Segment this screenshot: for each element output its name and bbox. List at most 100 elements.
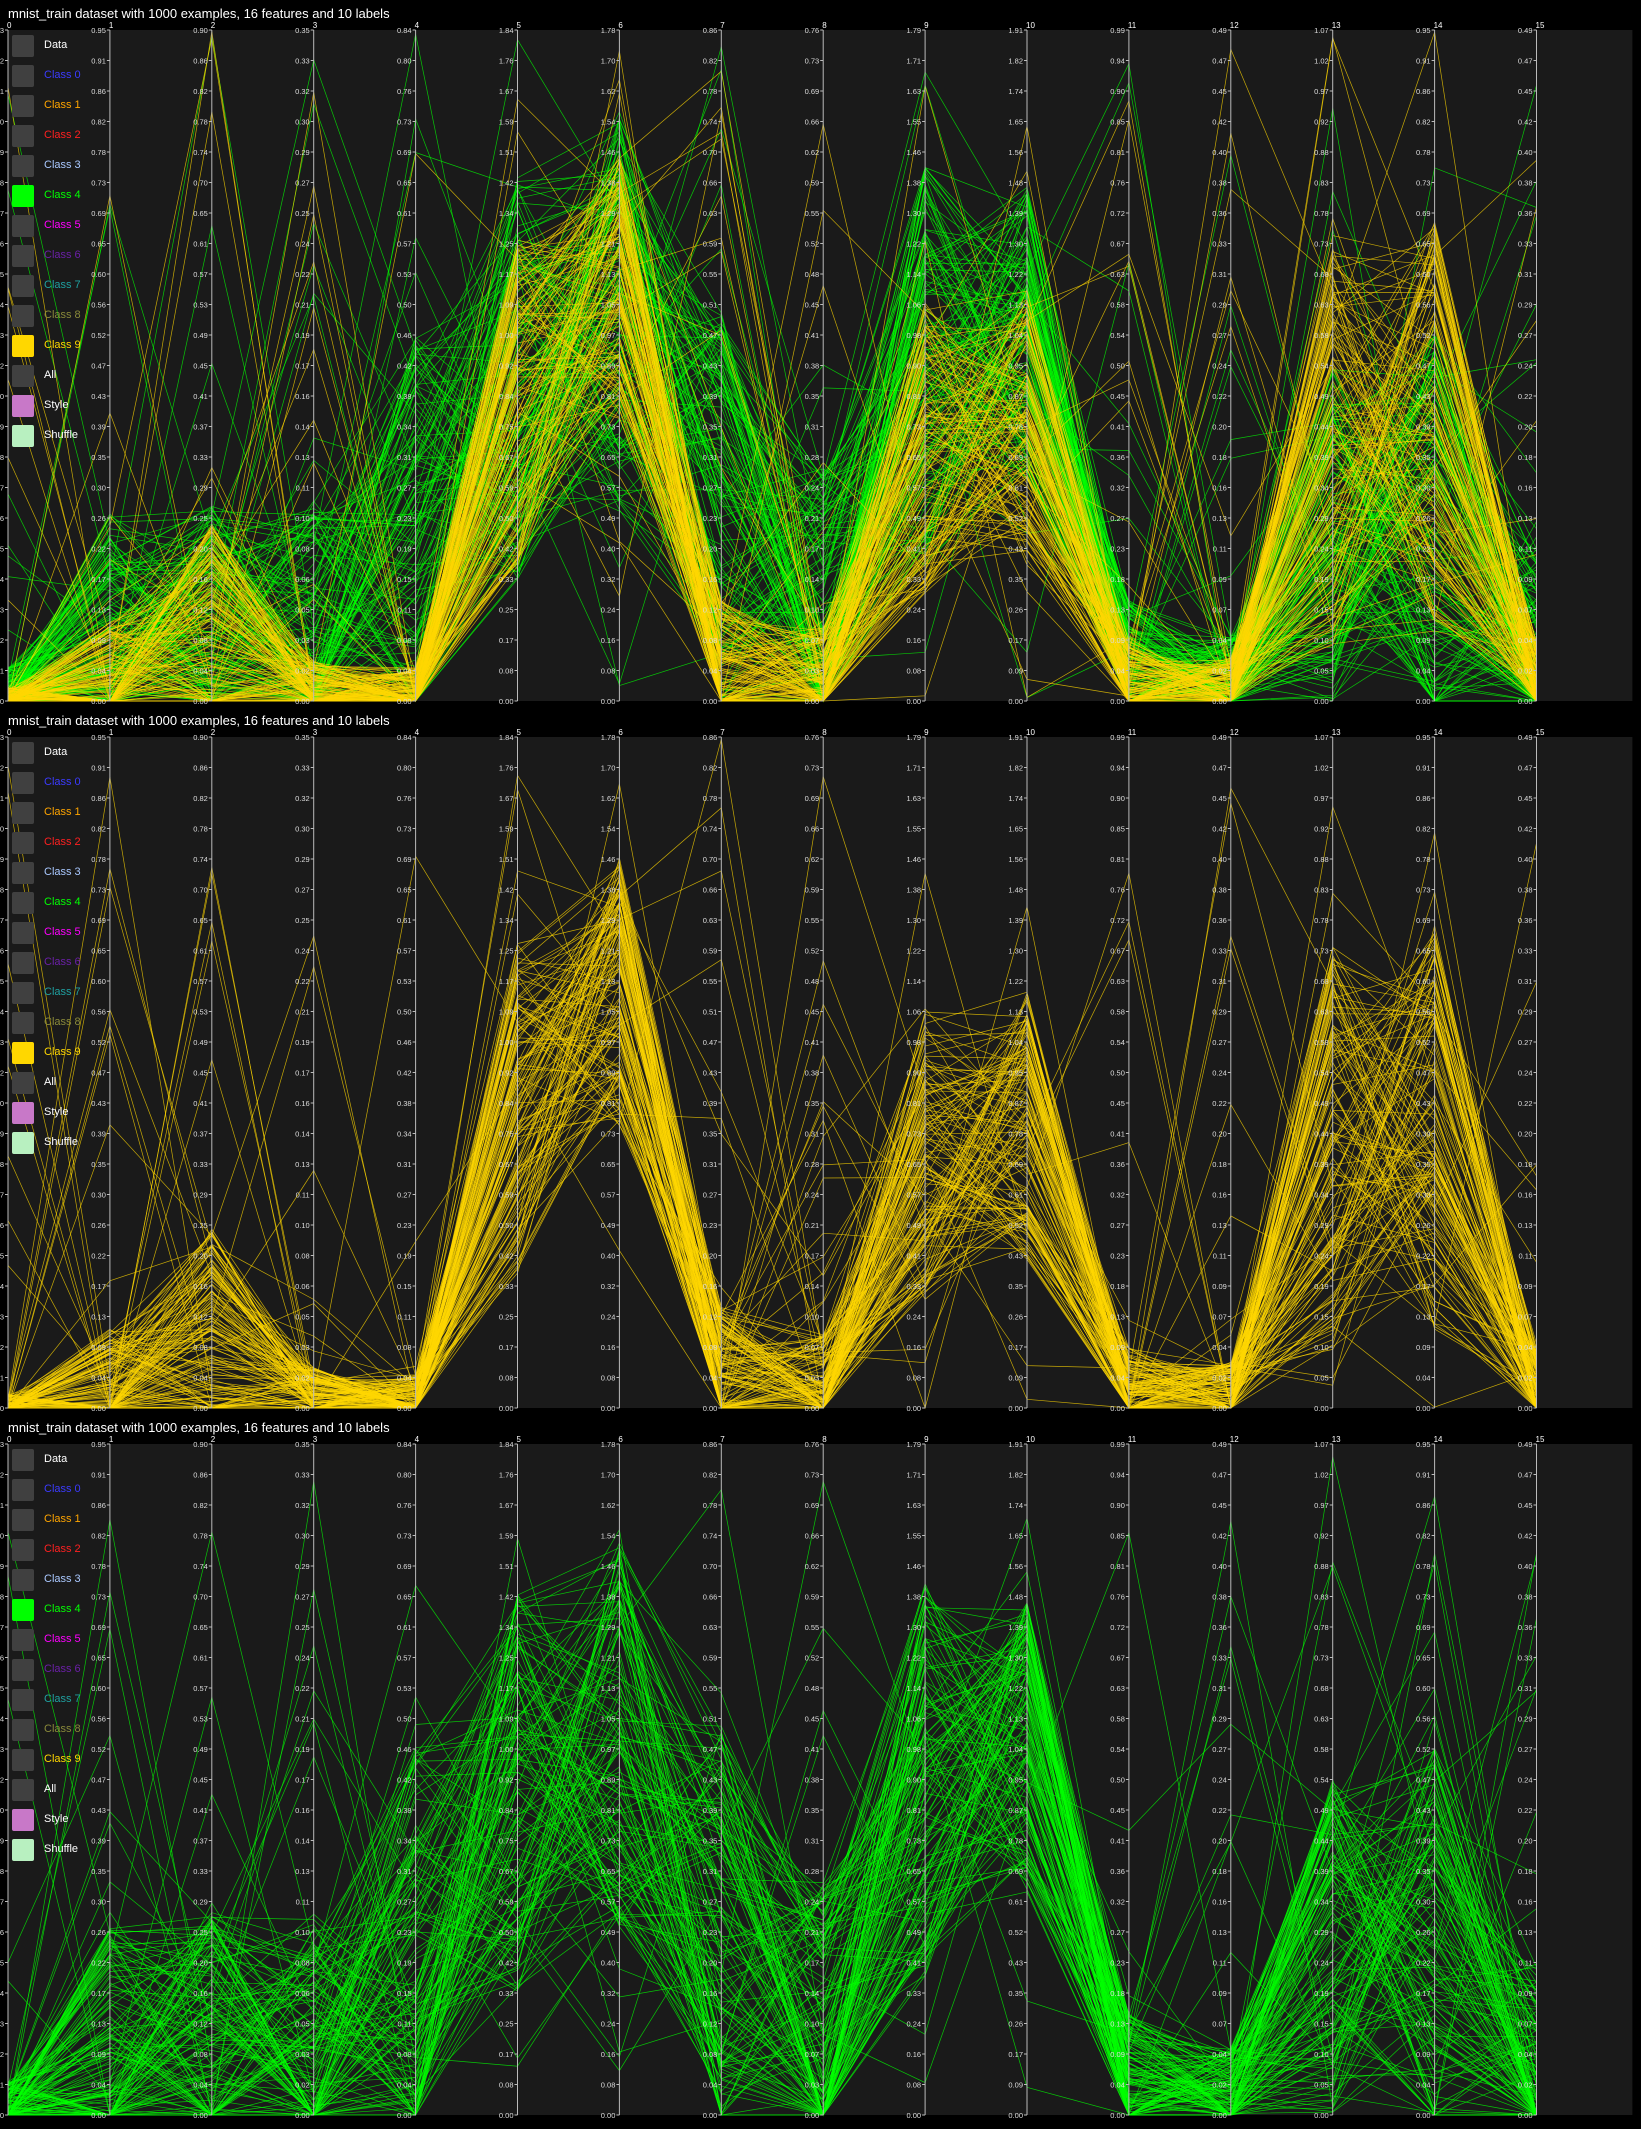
legend-swatch[interactable]: [12, 742, 34, 764]
legend-item-c0[interactable]: Class 0: [12, 62, 127, 92]
tick-label: 0.04: [91, 2081, 106, 2090]
legend-swatch[interactable]: [12, 305, 34, 327]
legend-item-c2[interactable]: Class 2: [12, 829, 127, 859]
legend-swatch[interactable]: [12, 335, 34, 357]
tick-label: 0.04: [397, 1374, 412, 1383]
legend-swatch[interactable]: [12, 1659, 34, 1681]
legend-swatch[interactable]: [12, 1132, 34, 1154]
legend-item-c4[interactable]: Class 4: [12, 182, 127, 212]
tick-label: 0.16: [1212, 484, 1227, 493]
legend-swatch[interactable]: [12, 185, 34, 207]
legend-swatch[interactable]: [12, 1839, 34, 1861]
legend-swatch[interactable]: [12, 802, 34, 824]
legend-item-c8[interactable]: Class 8: [12, 1716, 127, 1746]
legend-swatch[interactable]: [12, 1809, 34, 1831]
legend-item-c7[interactable]: Class 7: [12, 272, 127, 302]
legend-item-shuffle[interactable]: Shuffle: [12, 1129, 127, 1159]
legend-item-c9[interactable]: Class 9: [12, 1039, 127, 1069]
legend-item-all[interactable]: All: [12, 1069, 127, 1099]
legend-swatch[interactable]: [12, 1689, 34, 1711]
legend-swatch[interactable]: [12, 862, 34, 884]
legend-item-c7[interactable]: Class 7: [12, 1686, 127, 1716]
tick-label: 0.35: [1008, 1282, 1023, 1291]
legend-item-c5[interactable]: Class 5: [12, 1626, 127, 1656]
tick-label: 0.65: [1416, 1654, 1431, 1663]
legend-item-data[interactable]: Data: [12, 739, 127, 769]
legend-swatch[interactable]: [12, 772, 34, 794]
legend-swatch[interactable]: [12, 1042, 34, 1064]
legend-item-c0[interactable]: Class 0: [12, 769, 127, 799]
legend-swatch[interactable]: [12, 952, 34, 974]
legend-item-style[interactable]: Style: [12, 1099, 127, 1129]
tick-label: 0.67: [1110, 947, 1125, 956]
legend-swatch[interactable]: [12, 215, 34, 237]
legend-swatch[interactable]: [12, 1719, 34, 1741]
legend-item-c4[interactable]: Class 4: [12, 889, 127, 919]
legend-swatch[interactable]: [12, 425, 34, 447]
legend-item-c7[interactable]: Class 7: [12, 979, 127, 1009]
legend-swatch[interactable]: [12, 1539, 34, 1561]
legend-item-c3[interactable]: Class 3: [12, 1566, 127, 1596]
legend-item-c6[interactable]: Class 6: [12, 1656, 127, 1686]
legend-swatch[interactable]: [12, 1629, 34, 1651]
legend-swatch[interactable]: [12, 1449, 34, 1471]
legend-swatch[interactable]: [12, 1749, 34, 1771]
legend-swatch[interactable]: [12, 1479, 34, 1501]
legend-item-style[interactable]: Style: [12, 392, 127, 422]
legend-item-c3[interactable]: Class 3: [12, 859, 127, 889]
legend-swatch[interactable]: [12, 922, 34, 944]
tick-label: 0.25: [193, 1928, 208, 1937]
legend-swatch[interactable]: [12, 125, 34, 147]
legend-swatch[interactable]: [12, 95, 34, 117]
legend-swatch[interactable]: [12, 892, 34, 914]
legend-item-shuffle[interactable]: Shuffle: [12, 422, 127, 452]
legend-item-c6[interactable]: Class 6: [12, 949, 127, 979]
legend-swatch[interactable]: [12, 155, 34, 177]
tick-label: 0.30: [295, 118, 310, 127]
legend-swatch[interactable]: [12, 1102, 34, 1124]
tick-label: 0.28: [805, 1160, 820, 1169]
legend-swatch[interactable]: [12, 1569, 34, 1591]
legend-item-c8[interactable]: Class 8: [12, 302, 127, 332]
tick-label: 0.00: [805, 2111, 820, 2120]
legend-swatch[interactable]: [12, 365, 34, 387]
legend-swatch[interactable]: [12, 1779, 34, 1801]
data-lines: [7, 1456, 1537, 2117]
series-line: [7, 1618, 1537, 2116]
legend-item-c4[interactable]: Class 4: [12, 1596, 127, 1626]
legend-item-all[interactable]: All: [12, 1776, 127, 1806]
legend-swatch[interactable]: [12, 395, 34, 417]
legend-item-data[interactable]: Data: [12, 1446, 127, 1476]
legend-item-style[interactable]: Style: [12, 1806, 127, 1836]
legend-item-c3[interactable]: Class 3: [12, 152, 127, 182]
legend-item-shuffle[interactable]: Shuffle: [12, 1836, 127, 1866]
legend-item-c6[interactable]: Class 6: [12, 242, 127, 272]
legend-swatch[interactable]: [12, 832, 34, 854]
legend-item-c2[interactable]: Class 2: [12, 1536, 127, 1566]
legend-swatch[interactable]: [12, 1012, 34, 1034]
legend-item-data[interactable]: Data: [12, 32, 127, 62]
legend-item-all[interactable]: All: [12, 362, 127, 392]
legend-swatch[interactable]: [12, 1072, 34, 1094]
tick-label: 1.25: [499, 240, 514, 249]
series-line: [7, 1643, 1537, 2116]
tick-label: 0.26: [91, 514, 106, 523]
legend-item-c5[interactable]: Class 5: [12, 212, 127, 242]
axis-name: 13: [1332, 1435, 1341, 1444]
legend-swatch[interactable]: [12, 982, 34, 1004]
legend-item-c0[interactable]: Class 0: [12, 1476, 127, 1506]
legend-item-c1[interactable]: Class 1: [12, 92, 127, 122]
legend-item-c9[interactable]: Class 9: [12, 1746, 127, 1776]
legend-swatch[interactable]: [12, 245, 34, 267]
legend-swatch[interactable]: [12, 275, 34, 297]
legend-swatch[interactable]: [12, 65, 34, 87]
legend-item-c2[interactable]: Class 2: [12, 122, 127, 152]
legend-swatch[interactable]: [12, 1509, 34, 1531]
legend-item-c1[interactable]: Class 1: [12, 1506, 127, 1536]
legend-swatch[interactable]: [12, 1599, 34, 1621]
legend-item-c9[interactable]: Class 9: [12, 332, 127, 362]
legend-item-c5[interactable]: Class 5: [12, 919, 127, 949]
legend-swatch[interactable]: [12, 35, 34, 57]
legend-item-c1[interactable]: Class 1: [12, 799, 127, 829]
legend-item-c8[interactable]: Class 8: [12, 1009, 127, 1039]
